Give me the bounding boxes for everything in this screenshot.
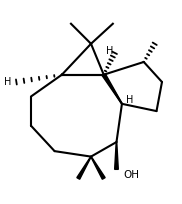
Text: OH: OH bbox=[124, 170, 140, 180]
Text: H: H bbox=[106, 46, 113, 56]
Polygon shape bbox=[102, 74, 122, 104]
Polygon shape bbox=[91, 156, 105, 179]
Polygon shape bbox=[115, 142, 118, 169]
Text: H: H bbox=[126, 95, 133, 105]
Text: H: H bbox=[4, 77, 11, 87]
Polygon shape bbox=[77, 156, 91, 179]
